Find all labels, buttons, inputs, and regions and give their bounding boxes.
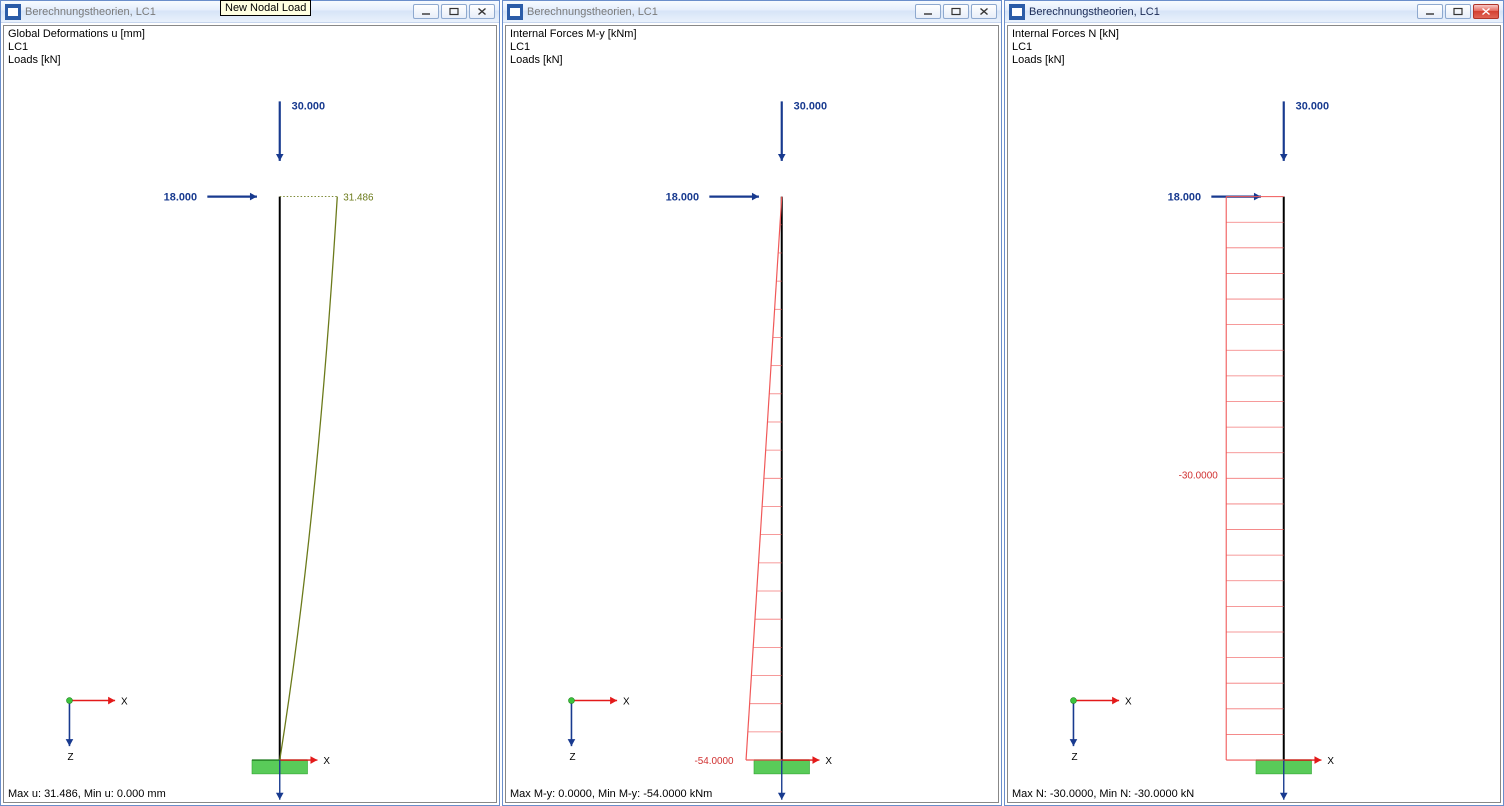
app-icon xyxy=(1009,4,1025,20)
app-icon xyxy=(5,4,21,20)
svg-text:X: X xyxy=(1125,696,1132,707)
svg-text:X: X xyxy=(1327,756,1334,767)
minimize-button[interactable] xyxy=(413,4,439,19)
diagram-svg: 30.00018.000XZXZ-54.0000 xyxy=(506,26,998,803)
app-icon xyxy=(507,4,523,20)
window-title: Berechnungstheorien, LC1 xyxy=(527,6,915,18)
minimize-button[interactable] xyxy=(1417,4,1443,19)
diagram-svg: 30.00018.000XZXZ-30.0000 xyxy=(1008,26,1500,803)
maximize-button[interactable] xyxy=(943,4,969,19)
svg-text:Z: Z xyxy=(1071,752,1077,763)
viewport[interactable]: Global Deformations u [mm] LC1 Loads [kN… xyxy=(3,25,497,803)
child-window: Berechnungstheorien, LC1 Global Defor xyxy=(0,0,500,806)
diagram-svg: 30.00018.000XZXZ31.486 xyxy=(4,26,496,803)
close-button[interactable] xyxy=(971,4,997,19)
result-value: -54.0000 xyxy=(694,756,734,767)
svg-text:X: X xyxy=(623,696,630,707)
viewport[interactable]: Internal Forces M-y [kNm] LC1 Loads [kN]… xyxy=(505,25,999,803)
maximize-button[interactable] xyxy=(1445,4,1471,19)
svg-text:X: X xyxy=(121,696,128,707)
viewport[interactable]: Internal Forces N [kN] LC1 Loads [kN] 30… xyxy=(1007,25,1501,803)
window-title: Berechnungstheorien, LC1 xyxy=(25,6,413,18)
result-value: -30.0000 xyxy=(1179,470,1219,481)
titlebar[interactable]: Berechnungstheorien, LC1 xyxy=(1005,1,1503,23)
load-value-horizontal: 18.000 xyxy=(164,192,197,204)
status-text: Max M-y: 0.0000, Min M-y: -54.0000 kNm xyxy=(510,788,712,800)
maximize-button[interactable] xyxy=(441,4,467,19)
svg-text:Z: Z xyxy=(67,752,73,763)
load-value-vertical: 30.000 xyxy=(1296,100,1329,112)
minimize-button[interactable] xyxy=(915,4,941,19)
tooltip: New Nodal Load xyxy=(220,0,311,16)
load-value-vertical: 30.000 xyxy=(292,100,325,112)
load-value-vertical: 30.000 xyxy=(794,100,827,112)
load-value-horizontal: 18.000 xyxy=(1168,192,1201,204)
child-window: Berechnungstheorien, LC1 Internal For xyxy=(502,0,1002,806)
svg-text:X: X xyxy=(825,756,832,767)
child-window: Berechnungstheorien, LC1 Internal For xyxy=(1004,0,1504,806)
close-button[interactable] xyxy=(469,4,495,19)
status-text: Max u: 31.486, Min u: 0.000 mm xyxy=(8,788,166,800)
status-text: Max N: -30.0000, Min N: -30.0000 kN xyxy=(1012,788,1194,800)
svg-text:X: X xyxy=(323,756,330,767)
result-value: 31.486 xyxy=(343,193,374,204)
window-title: Berechnungstheorien, LC1 xyxy=(1029,6,1417,18)
load-value-horizontal: 18.000 xyxy=(666,192,699,204)
svg-text:Z: Z xyxy=(569,752,575,763)
window-row: Berechnungstheorien, LC1 Global Defor xyxy=(0,0,1504,806)
close-button[interactable] xyxy=(1473,4,1499,19)
titlebar[interactable]: Berechnungstheorien, LC1 xyxy=(503,1,1001,23)
